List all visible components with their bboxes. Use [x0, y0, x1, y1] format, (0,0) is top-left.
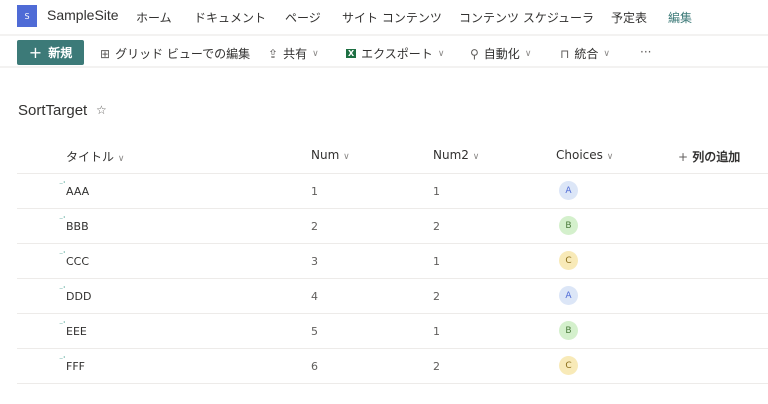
item-title-link[interactable]: DDD: [66, 290, 92, 303]
excel-icon: X: [346, 49, 357, 58]
choice-badge: C: [559, 356, 578, 375]
new-item-icon: ⁻ʾ: [59, 250, 66, 259]
more-button[interactable]: ···: [640, 45, 652, 59]
integrate-button[interactable]: ⊓ 統合 ∨: [560, 45, 610, 62]
num2-cell: 2: [433, 290, 440, 303]
nav-documents[interactable]: ドキュメント: [194, 11, 267, 25]
add-column-label: 列の追加: [692, 150, 741, 164]
num-cell: 3: [311, 255, 318, 268]
new-item-icon: ⁻ʾ: [59, 355, 66, 364]
share-icon: ⇪: [268, 46, 279, 61]
chevron-down-icon: ∨: [524, 48, 532, 59]
num-cell: 5: [311, 325, 318, 338]
list-title: SortTarget: [18, 102, 88, 119]
site-name[interactable]: SampleSite: [47, 7, 119, 23]
nav-content-scheduler[interactable]: コンテンツ スケジューラ: [459, 11, 594, 25]
num2-cell: 1: [433, 255, 440, 268]
new-label: 新規: [48, 46, 73, 60]
automate-button[interactable]: ⚲ 自動化 ∨: [470, 45, 531, 62]
plus-icon: +: [678, 150, 689, 164]
num2-cell: 1: [433, 325, 440, 338]
choice-badge: C: [559, 251, 578, 270]
integrate-label: 統合: [574, 47, 599, 61]
column-header-num2[interactable]: Num2 ∨: [433, 148, 479, 162]
row-divider: [17, 278, 768, 279]
export-label: エクスポート: [361, 47, 433, 61]
column-label: Num: [311, 148, 340, 162]
row-divider: [17, 208, 768, 209]
item-title-link[interactable]: CCC: [66, 255, 90, 268]
chevron-down-icon: ∨: [312, 48, 319, 59]
chevron-down-icon: ∨: [343, 152, 350, 162]
site-logo[interactable]: S: [17, 5, 37, 27]
grid-icon: ⊞: [100, 46, 111, 61]
column-header-choices[interactable]: Choices ∨: [556, 148, 613, 162]
command-bar: + 新規 ⊞ グリッド ビューでの編集 ⇪ 共有 ∨ X エクスポート ∨ ⚲ 自動化 ∨ ⊓ 統…: [0, 34, 768, 68]
share-button[interactable]: ⇪ 共有 ∨: [268, 45, 319, 62]
grid-label: グリッド ビューでの編集: [115, 47, 251, 61]
nav-calendar[interactable]: 予定表: [611, 11, 648, 25]
choice-badge: B: [559, 321, 578, 340]
row-divider: [17, 348, 768, 349]
choice-badge: B: [559, 216, 578, 235]
item-title-link[interactable]: FFF: [66, 360, 85, 373]
chevron-down-icon: ∨: [437, 48, 445, 59]
num2-cell: 2: [433, 220, 440, 233]
nav-edit[interactable]: 編集: [668, 11, 693, 25]
nav-pages[interactable]: ページ: [285, 11, 321, 25]
share-label: 共有: [283, 47, 308, 61]
integrate-icon: ⊓: [560, 46, 570, 61]
chevron-down-icon: ∨: [603, 48, 610, 59]
favorite-star-icon[interactable]: ☆: [96, 103, 107, 117]
export-button[interactable]: X エクスポート ∨: [346, 45, 444, 62]
row-divider: [17, 173, 768, 174]
num-cell: 1: [311, 185, 318, 198]
column-header-num[interactable]: Num ∨: [311, 148, 350, 162]
new-item-icon: ⁻ʾ: [59, 215, 66, 224]
num-cell: 6: [311, 360, 318, 373]
row-divider: [17, 243, 768, 244]
new-item-icon: ⁻ʾ: [59, 285, 66, 294]
flow-icon: ⚲: [470, 46, 479, 61]
column-label: Num2: [433, 148, 469, 162]
grid-edit-button[interactable]: ⊞ グリッド ビューでの編集: [100, 45, 250, 62]
column-label: タイトル: [66, 150, 115, 164]
item-title-link[interactable]: BBB: [66, 220, 89, 233]
column-header-title[interactable]: タイトル ∨: [66, 148, 124, 165]
top-nav: S SampleSite ホーム ドキュメント ページ サイト コンテンツ コン…: [0, 0, 768, 33]
new-item-icon: ⁻ʾ: [59, 320, 66, 329]
num2-cell: 1: [433, 185, 440, 198]
chevron-down-icon: ∨: [472, 152, 480, 162]
new-button[interactable]: + 新規: [17, 40, 84, 65]
new-item-icon: ⁻ʾ: [59, 180, 66, 189]
item-title-link[interactable]: AAA: [66, 185, 90, 198]
chevron-down-icon: ∨: [606, 152, 614, 162]
row-divider: [17, 383, 768, 384]
plus-icon: +: [28, 43, 43, 62]
column-label: Choices: [556, 148, 603, 162]
item-title-link[interactable]: EEE: [66, 325, 87, 338]
chevron-down-icon: ∨: [117, 154, 125, 164]
num-cell: 4: [311, 290, 318, 303]
nav-site-contents[interactable]: サイト コンテンツ: [342, 11, 442, 25]
row-divider: [17, 313, 768, 314]
add-column-button[interactable]: + 列の追加: [678, 148, 740, 165]
automate-label: 自動化: [483, 47, 520, 61]
choice-badge: A: [559, 181, 578, 200]
choice-badge: A: [559, 286, 578, 305]
nav-home[interactable]: ホーム: [136, 11, 172, 25]
num-cell: 2: [311, 220, 318, 233]
num2-cell: 2: [433, 360, 440, 373]
